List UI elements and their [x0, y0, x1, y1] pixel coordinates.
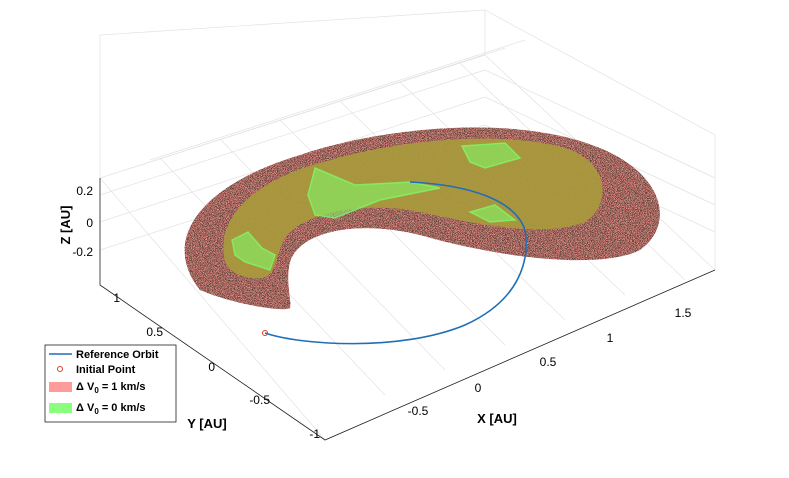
legend-label: Initial Point: [76, 364, 136, 376]
legend-patch-symbol: [49, 403, 72, 413]
z-axis: 0.2 0 -0.2 Z [AU]: [58, 184, 93, 259]
legend-patch-symbol: [49, 382, 72, 392]
z-tick: 0.2: [76, 184, 93, 198]
z-axis-label: Z [AU]: [58, 206, 73, 245]
dv0-region: [231, 142, 522, 271]
legend-label: Δ V0 = 0 km/s: [76, 402, 146, 416]
x-axis: -0.5 0 0.5 1 1.5 X [AU]: [408, 306, 692, 426]
grid-top-left: [99, 9, 486, 36]
dv1-region: [184, 127, 660, 310]
dv0-patch-4: [467, 204, 518, 223]
y-tick: -0.5: [249, 393, 270, 407]
grid-y-lines: [124, 39, 526, 171]
y-tick: 0: [208, 360, 215, 374]
y-tick: -1: [309, 427, 320, 441]
y-axis: 1 0.5 0 -0.5 -1 Y [AU]: [113, 291, 320, 441]
dv0-patch-1: [307, 166, 441, 219]
z-tick: 0: [86, 216, 93, 230]
dv0-patch-3: [231, 231, 276, 271]
x-tick: 0.5: [540, 355, 557, 369]
legend: Reference Orbit Initial Point Δ V0 = 1 k…: [44, 344, 177, 423]
y-axis-label: Y [AU]: [187, 416, 226, 431]
x-tick: 1.5: [675, 306, 692, 320]
x-tick: -0.5: [408, 404, 429, 418]
grid-vertical-back: [99, 10, 486, 178]
z-tick: -0.2: [72, 245, 93, 259]
grid-back-right: [484, 9, 716, 270]
y-tick: 1: [113, 291, 120, 305]
x-tick: 0: [475, 381, 482, 395]
dv0-patch-2: [460, 142, 522, 169]
legend-label: Δ V0 = 1 km/s: [76, 381, 146, 395]
legend-marker-symbol: [57, 366, 63, 372]
x-axis-label: X [AU]: [477, 411, 517, 426]
x-tick: 1: [607, 331, 614, 345]
scatter-dots: [184, 127, 660, 310]
y-tick: 0.5: [146, 325, 163, 339]
legend-label: Reference Orbit: [76, 349, 159, 361]
initial-point-marker: [262, 330, 268, 336]
axis-lines: [99, 178, 716, 441]
reference-orbit: [264, 181, 527, 345]
